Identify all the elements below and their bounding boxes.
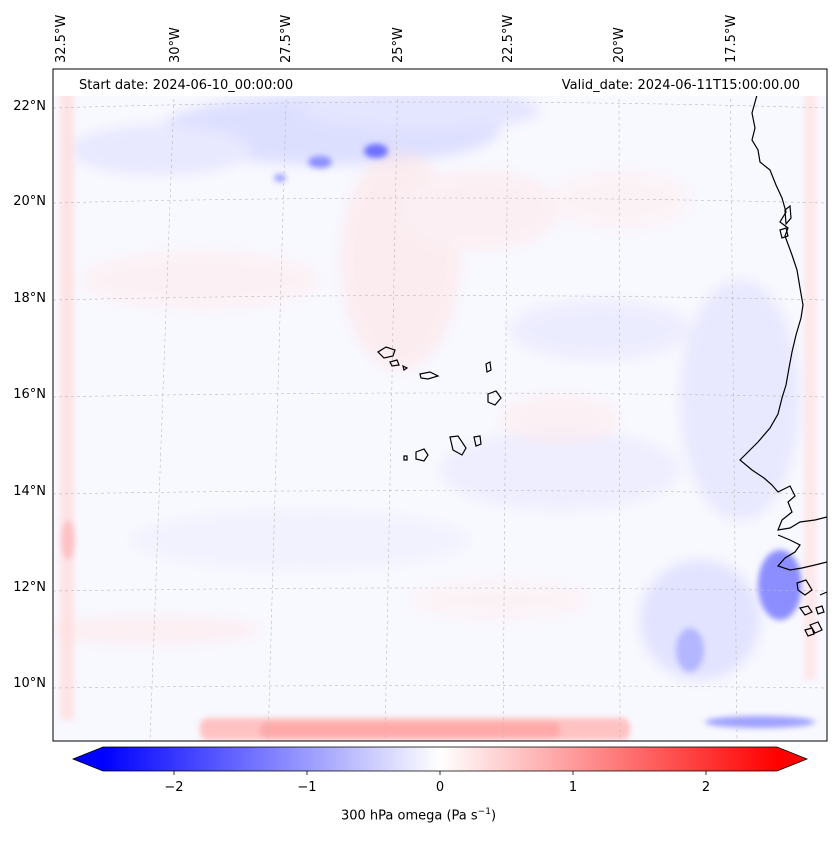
- lon-label: 30°W: [168, 27, 183, 63]
- lon-label: 32.5°W: [54, 14, 69, 63]
- colorbar: [71, 746, 809, 775]
- colorbar-high-extension: [777, 747, 807, 771]
- graticule: [53, 69, 827, 741]
- colorbar-tick-label: 1: [568, 780, 578, 795]
- colorbar-gradient: [103, 747, 777, 771]
- lon-label: 25°W: [391, 27, 406, 63]
- lat-label: 10°N: [13, 676, 46, 691]
- colorbar-tick-label: −1: [297, 780, 317, 795]
- lat-label: 20°N: [13, 194, 46, 209]
- colorbar-low-extension: [73, 747, 103, 771]
- colorbar-label-suffix: ): [490, 808, 497, 824]
- colorbar-label-exponent: −1: [477, 807, 491, 817]
- omega-field: [53, 69, 827, 741]
- lon-label: 22.5°W: [501, 14, 516, 63]
- lat-label: 18°N: [13, 291, 46, 306]
- lon-label: 17.5°W: [724, 14, 739, 63]
- lat-label: 22°N: [13, 99, 46, 114]
- africa-coastline: [739, 69, 827, 637]
- cape-verde-islands: [377, 346, 502, 462]
- colorbar-tick-label: 2: [701, 780, 711, 795]
- lat-label: 16°N: [13, 387, 46, 402]
- valid-date-text: Valid_date: 2024-06-11T15:00:00.00: [561, 78, 800, 93]
- lat-label: 12°N: [13, 580, 46, 595]
- colorbar-label: 300 hPa omega (Pa s−1): [0, 807, 837, 823]
- map-frame: [52, 68, 828, 742]
- start-date-text: Start date: 2024-06-10_00:00:00: [79, 78, 294, 93]
- lon-label: 20°W: [612, 27, 627, 63]
- colorbar-tick-label: −2: [164, 780, 184, 795]
- lon-label: 27.5°W: [279, 14, 294, 63]
- colorbar-label-prefix: 300 hPa omega (Pa s: [340, 808, 478, 824]
- colorbar-tick-label: 0: [435, 780, 445, 795]
- lat-label: 14°N: [13, 484, 46, 499]
